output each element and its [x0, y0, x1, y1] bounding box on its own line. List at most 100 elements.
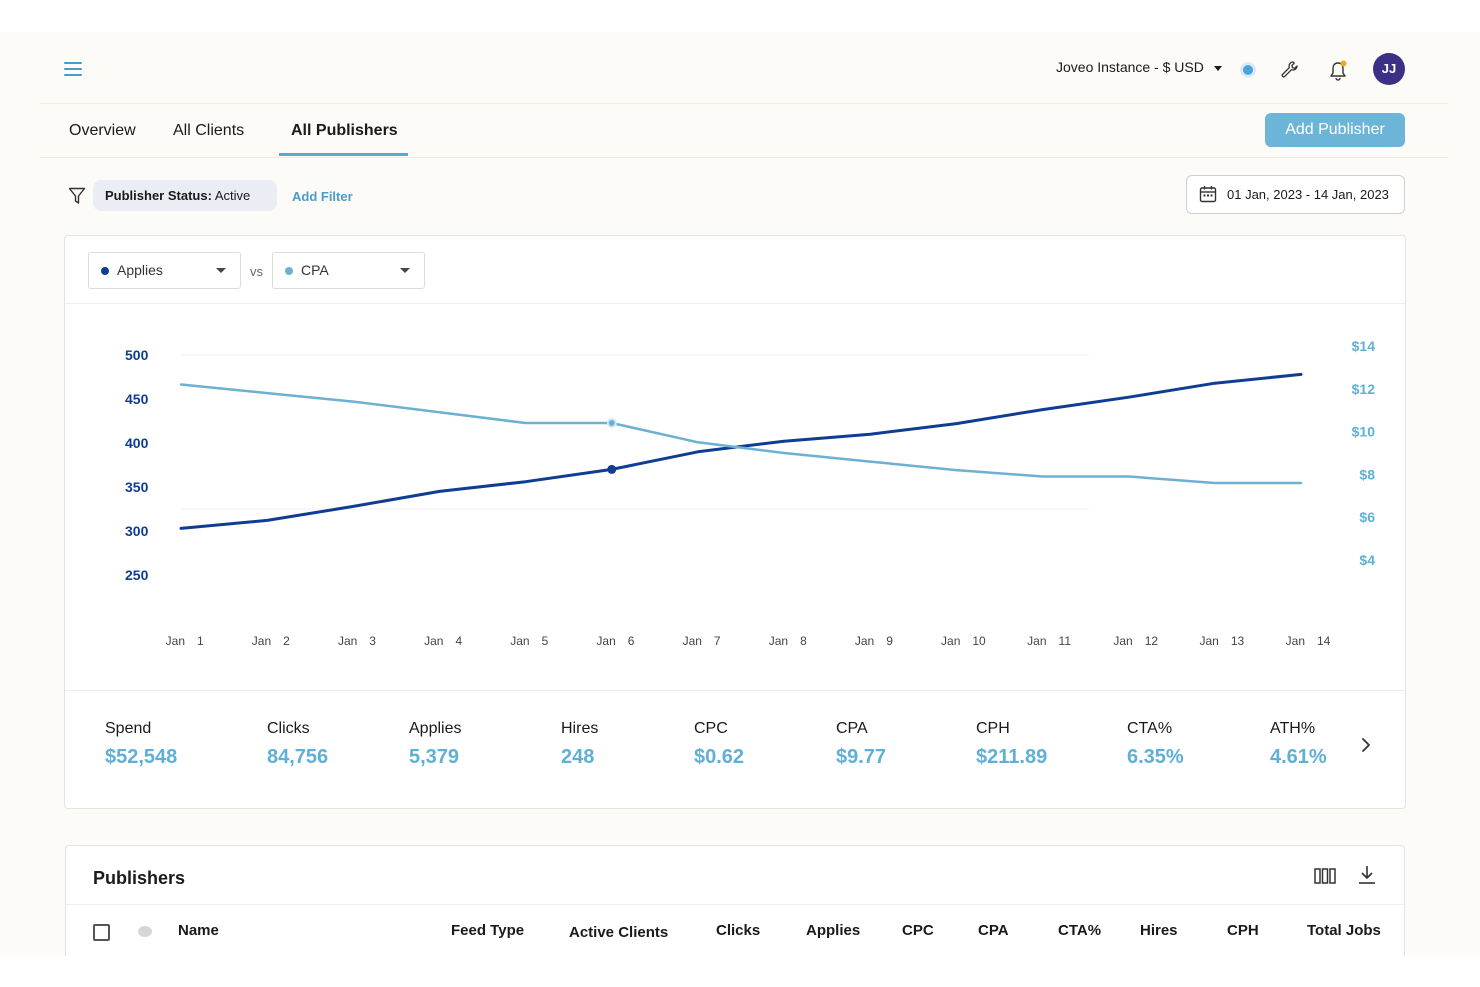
x-tick-label-month: Jan — [683, 634, 702, 648]
x-tick-label-month: Jan — [1286, 634, 1305, 648]
x-tick-label-month: Jan — [941, 634, 960, 648]
add-publisher-button[interactable]: Add Publisher — [1265, 113, 1405, 147]
metric-select-right[interactable]: CPA — [272, 252, 425, 289]
left-axis-tick-label: 300 — [125, 523, 149, 539]
right-axis-tick-label: $4 — [1359, 552, 1375, 568]
stat-applies: Applies 5,379 — [409, 720, 461, 769]
avatar[interactable]: JJ — [1373, 53, 1405, 85]
column-header-feed-type[interactable]: Feed Type — [451, 922, 525, 939]
column-header-cph[interactable]: CPH — [1227, 922, 1259, 939]
stat-value: 6.35% — [1127, 746, 1184, 768]
stat-clicks: Clicks 84,756 — [267, 720, 328, 769]
active-tab-indicator — [279, 153, 408, 156]
tab-all-publishers[interactable]: All Publishers — [291, 122, 398, 139]
series-line-applies — [179, 372, 1303, 530]
columns-icon[interactable] — [1314, 866, 1336, 886]
stat-value: 84,756 — [267, 746, 329, 768]
publishers-table-card: Publishers Name Feed Type Active Clients… — [65, 845, 1406, 956]
stat-label: CPA — [836, 720, 868, 737]
stat-spend: Spend $52,548 — [105, 720, 177, 769]
column-header-active-clients[interactable]: Active Clients — [569, 924, 669, 941]
column-header-clicks[interactable]: Clicks — [716, 922, 761, 939]
wrench-icon[interactable] — [1280, 60, 1300, 80]
stat-value: $9.77 — [836, 746, 887, 768]
tab-overview[interactable]: Overview — [69, 122, 136, 139]
calendar-icon — [1199, 186, 1217, 203]
x-tick-label-month: Jan — [166, 634, 185, 648]
right-axis-tick-label: $14 — [1352, 338, 1376, 354]
publishers-title: Publishers — [93, 868, 186, 888]
stat-value: $211.89 — [976, 746, 1048, 768]
column-header-cpc[interactable]: CPC — [902, 922, 934, 939]
x-tick-label-day: 11 — [1059, 634, 1072, 648]
series-line-cpa — [179, 383, 1303, 485]
divider — [66, 904, 1406, 905]
status-column-dot-icon — [138, 926, 152, 937]
stat-hires: Hires 248 — [561, 720, 598, 769]
filter-icon[interactable] — [68, 187, 86, 205]
x-tick-label-day: 12 — [1145, 634, 1159, 648]
stat-cpc: CPC $0.62 — [694, 720, 744, 769]
stat-label: Applies — [409, 720, 462, 737]
chevron-right-icon[interactable] — [1355, 734, 1377, 756]
x-tick-label-month: Jan — [1113, 634, 1132, 648]
left-axis-tick-label: 450 — [125, 391, 149, 407]
x-tick-label-month: Jan — [1199, 634, 1218, 648]
select-all-checkbox[interactable] — [93, 924, 110, 941]
column-header-cpa[interactable]: CPA — [978, 922, 1009, 939]
line-chart: 500 450 400 350 300 250 $14 $12 $10 $8 $6 $4 Jan 1 Jan… — [125, 338, 1376, 648]
tab-bar: Overview All Clients All Publishers — [40, 104, 1448, 158]
date-range-picker[interactable]: 01 Jan, 2023 - 14 Jan, 2023 — [1186, 175, 1405, 214]
hamburger-menu-icon[interactable] — [64, 62, 82, 76]
stat-label: Hires — [561, 720, 599, 737]
add-filter-link[interactable]: Add Filter — [292, 189, 353, 204]
x-tick-label-day: 7 — [714, 634, 721, 648]
x-tick-label-month: Jan — [596, 634, 615, 648]
x-tick-label-day: 14 — [1317, 634, 1331, 648]
stat-label: CTA% — [1127, 720, 1173, 737]
stat-value: 4.61% — [1270, 746, 1327, 768]
status-dot-icon — [1243, 65, 1253, 75]
column-header-hires[interactable]: Hires — [1140, 922, 1178, 939]
x-tick-label-day: 10 — [972, 634, 986, 648]
tab-all-clients[interactable]: All Clients — [173, 122, 245, 139]
column-header-total-jobs[interactable]: Total Jobs — [1307, 922, 1381, 939]
metric-select-right-label: CPA — [301, 262, 329, 278]
applies-legend-dot — [101, 267, 109, 275]
x-tick-label-month: Jan — [769, 634, 788, 648]
divider — [65, 690, 1405, 691]
stat-label: CPH — [976, 720, 1010, 737]
stat-cpa: CPA $9.77 — [836, 720, 886, 769]
stat-value: 5,379 — [409, 746, 460, 768]
column-header-cta[interactable]: CTA% — [1058, 922, 1102, 939]
stat-value: $52,548 — [105, 746, 178, 768]
bell-icon[interactable] — [1328, 60, 1348, 82]
x-tick-label-day: 8 — [800, 634, 807, 648]
stat-cph: CPH $211.89 — [976, 720, 1047, 769]
caret-down-icon — [216, 268, 226, 273]
left-axis-tick-label: 350 — [125, 479, 149, 495]
x-tick-label-day: 4 — [455, 634, 462, 648]
x-tick-label-day: 9 — [886, 634, 893, 648]
x-tick-label-day: 13 — [1231, 634, 1245, 648]
column-header-applies[interactable]: Applies — [806, 922, 861, 939]
instance-selector[interactable]: Joveo Instance - $ USD — [1056, 59, 1222, 75]
x-tick-label-day: 3 — [369, 634, 376, 648]
caret-down-icon — [1213, 65, 1222, 71]
right-axis-tick-label: $10 — [1352, 424, 1376, 440]
metric-select-left-label: Applies — [117, 262, 163, 278]
publisher-status-filter-chip[interactable]: Publisher Status: Active — [93, 180, 277, 211]
x-tick-label-month: Jan — [510, 634, 529, 648]
column-header-name[interactable]: Name — [178, 922, 219, 939]
metric-select-left[interactable]: Applies — [88, 252, 241, 289]
data-point-applies — [607, 464, 617, 474]
stat-cta-pct: CTA% 6.35% — [1127, 720, 1184, 769]
left-axis-tick-label: 250 — [125, 567, 149, 583]
x-tick-label-month: Jan — [338, 634, 357, 648]
x-tick-label-month: Jan — [424, 634, 443, 648]
left-axis-tick-label: 500 — [125, 347, 149, 363]
vs-label: vs — [250, 264, 263, 279]
download-icon[interactable] — [1356, 864, 1378, 886]
data-point-cpa — [606, 418, 617, 429]
x-tick-label-month: Jan — [252, 634, 271, 648]
